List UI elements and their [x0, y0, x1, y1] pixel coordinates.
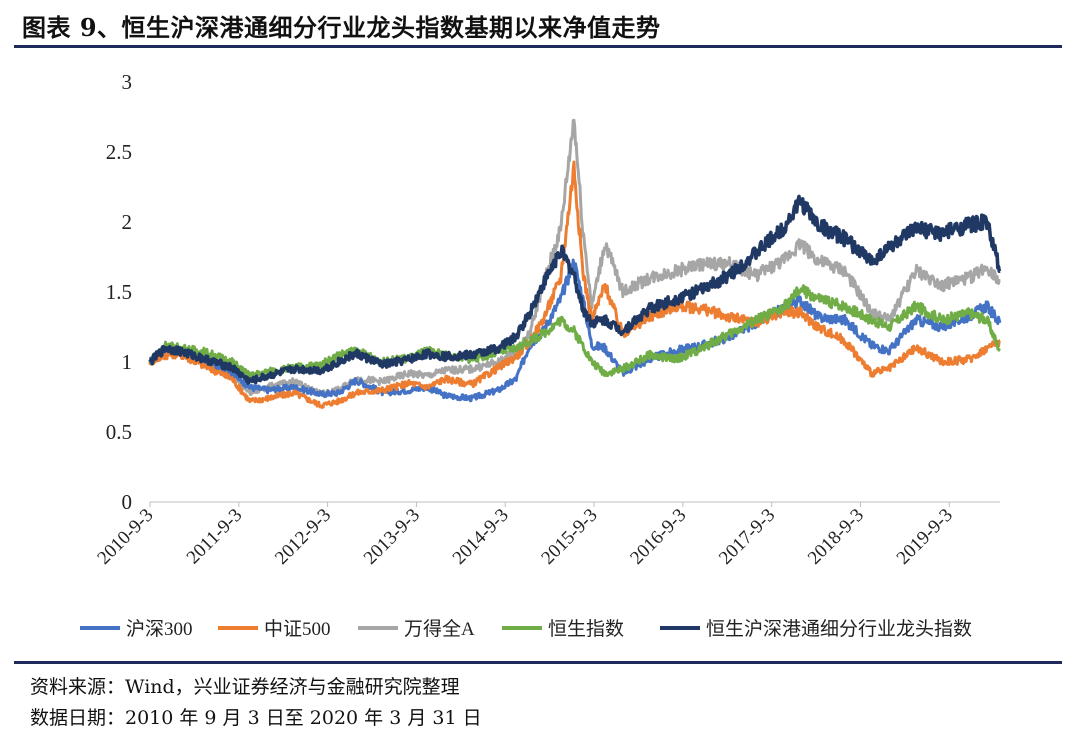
series-line-2 — [148, 160, 1001, 409]
x-tick-label: 2010-9-3 — [93, 505, 157, 569]
x-tick-label: 2014-9-3 — [449, 505, 513, 569]
page-title: 图表 9、恒生沪深港通细分行业龙头指数基期以来净值走势 — [22, 13, 661, 42]
series-line-3 — [148, 118, 1001, 397]
y-tick-label: 1 — [122, 350, 133, 374]
y-tick-label: 0 — [122, 490, 133, 514]
y-tick-label: 3 — [122, 70, 133, 94]
legend-label: 沪深300 — [126, 618, 193, 640]
y-tick-label: 1.5 — [106, 280, 132, 304]
footer-rule — [14, 661, 1062, 664]
y-tick-label: 2.5 — [106, 140, 132, 164]
legend-label: 恒生沪深港通细分行业龙头指数 — [706, 618, 972, 640]
title-rule — [14, 45, 1062, 48]
x-tick-label: 2013-9-3 — [360, 505, 424, 569]
legend: 沪深300 中证500 万得全A 恒生指数 恒生沪深港通细分行业龙头指数 — [80, 618, 972, 640]
x-tick-label: 2015-9-3 — [537, 505, 601, 569]
legend-label: 中证500 — [264, 618, 331, 640]
x-tick-label: 2017-9-3 — [715, 505, 779, 569]
x-tick-label: 2019-9-3 — [893, 505, 957, 569]
x-tick-label: 2011-9-3 — [183, 505, 247, 569]
x-tick-label: 2016-9-3 — [626, 505, 690, 569]
x-tick-label: 2012-9-3 — [271, 505, 335, 569]
line-chart: 0 0.5 1 1.5 2 2.5 3 2010-9-3 2011-9-3 2012-9-3 201… — [80, 70, 1002, 640]
y-tick-label: 2 — [122, 210, 133, 234]
legend-label: 万得全A — [404, 618, 475, 640]
x-tick-label: 2018-9-3 — [804, 505, 868, 569]
y-tick-label: 0.5 — [106, 420, 132, 444]
legend-label: 恒生指数 — [548, 618, 624, 640]
date-range-note: 数据日期：2010 年 9 月 3 日至 2020 年 3 月 31 日 — [30, 707, 482, 729]
series-line-4 — [148, 284, 1001, 380]
series-line-5 — [148, 194, 1002, 385]
series-line-1 — [148, 258, 1002, 403]
source-note: 资料来源：Wind，兴业证券经济与金融研究院整理 — [30, 676, 460, 698]
